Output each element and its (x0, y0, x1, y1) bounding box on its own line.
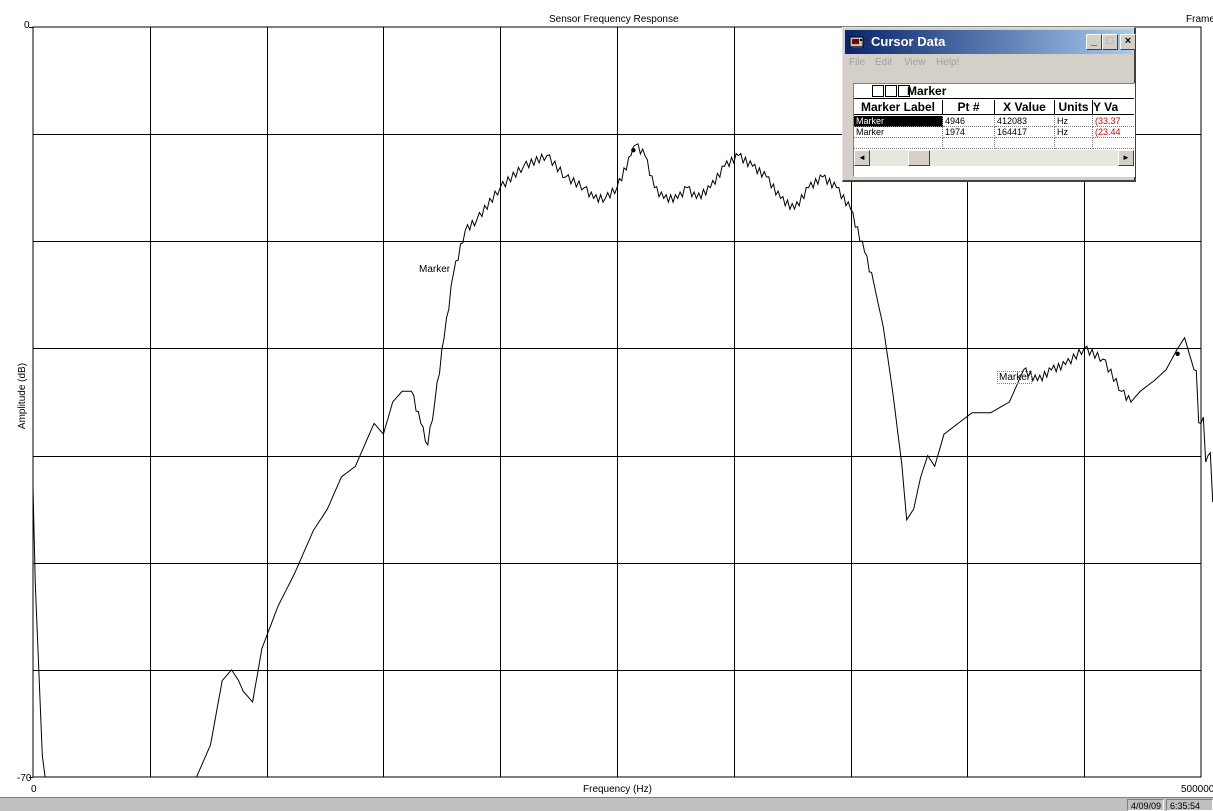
chart-title: Sensor Frequency Response (549, 14, 679, 25)
row1-y[interactable]: (33.37 (1093, 116, 1134, 127)
chart-series (32, 143, 1213, 778)
group-checkbox-2[interactable] (885, 85, 897, 97)
marker-group-row: Marker (854, 84, 1134, 99)
status-date: 4/09/09 (1127, 799, 1164, 811)
column-header-pt[interactable]: Pt # (943, 100, 995, 115)
row3-pt[interactable] (943, 138, 995, 149)
y-axis-label: Amplitude (dB) (17, 362, 28, 430)
x-tick-label-left: 0 (31, 784, 37, 795)
column-header-y-value[interactable]: Y Va (1093, 100, 1134, 115)
row3-label[interactable] (854, 138, 943, 149)
row3-x[interactable] (995, 138, 1055, 149)
row1-units[interactable]: Hz (1055, 116, 1093, 127)
y-tick-label-top: 0 (24, 20, 30, 31)
window-title-bar[interactable]: Cursor Data _ □ × (845, 30, 1136, 54)
status-bar: 4/09/09 6:35:54 PM (0, 797, 1213, 811)
row3-units[interactable] (1055, 138, 1093, 149)
chart-markers (631, 148, 1180, 356)
close-button[interactable]: × (1120, 34, 1136, 50)
group-label: Marker (907, 84, 947, 98)
scroll-left-arrow-icon[interactable]: ◄ (854, 150, 870, 166)
column-header-marker-label[interactable]: Marker Label (854, 100, 943, 115)
row2-label[interactable]: Marker (854, 127, 943, 138)
marker-annotation-2: Marker (997, 371, 1033, 384)
row2-x[interactable]: 164417 (995, 127, 1055, 138)
window-title: Cursor Data (871, 34, 946, 49)
app-icon (849, 36, 864, 48)
status-time: 6:35:54 PM (1166, 799, 1213, 811)
cursor-data-table[interactable]: Marker Marker Label Pt # X Value Units Y… (853, 83, 1135, 177)
row2-units[interactable]: Hz (1055, 127, 1093, 138)
row2-y[interactable]: (23.44 (1093, 127, 1134, 138)
horizontal-scrollbar[interactable]: ◄ ► (854, 150, 1134, 166)
x-axis-label: Frequency (Hz) (583, 784, 652, 795)
marker-annotation-1: Marker (419, 264, 451, 275)
menu-file[interactable]: File (849, 57, 866, 68)
group-checkbox-3[interactable] (898, 85, 910, 97)
row1-x[interactable]: 412083 (995, 116, 1055, 127)
marker-point-1 (631, 148, 636, 153)
frame-label: Frame (1186, 14, 1213, 25)
menu-help[interactable]: Help! (936, 57, 960, 68)
maximize-button[interactable]: □ (1102, 34, 1118, 50)
minimize-button[interactable]: _ (1086, 34, 1102, 50)
menu-view[interactable]: View (904, 57, 926, 68)
window-menu-bar: File Edit View Help! (845, 55, 1132, 72)
scroll-right-arrow-icon[interactable]: ► (1118, 150, 1134, 166)
row2-pt[interactable]: 1974 (943, 127, 995, 138)
row1-pt[interactable]: 4946 (943, 116, 995, 127)
scroll-thumb[interactable] (908, 150, 930, 166)
series-line-0 (32, 143, 1213, 778)
marker-point-2 (1175, 351, 1180, 356)
y-tick-label-bottom: -70 (17, 773, 32, 784)
column-header-units[interactable]: Units (1055, 100, 1093, 115)
group-checkbox-1[interactable] (872, 85, 884, 97)
cursor-data-window[interactable]: Cursor Data _ □ × File Edit View Help! M… (842, 27, 1136, 182)
menu-edit[interactable]: Edit (875, 57, 893, 68)
column-header-x-value[interactable]: X Value (995, 100, 1055, 115)
row3-y[interactable] (1093, 138, 1134, 149)
x-tick-label-right: 500000 (1181, 784, 1213, 795)
row1-label[interactable]: Marker (854, 116, 943, 127)
